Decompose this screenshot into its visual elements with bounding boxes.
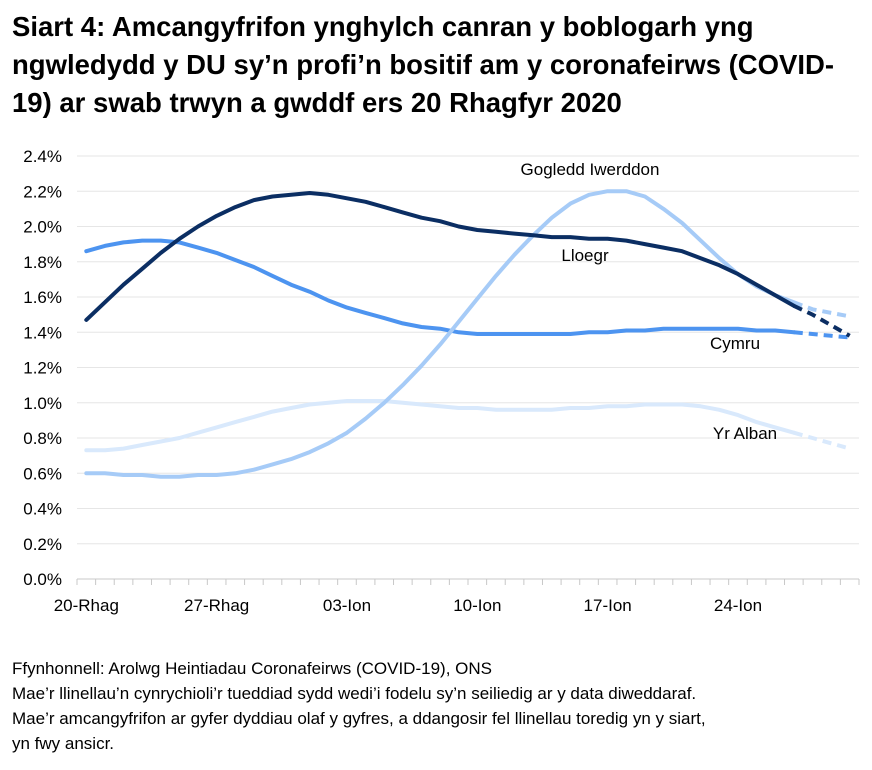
y-tick-label: 1.4% [23,323,62,342]
series-label-gogledd-iwerddon: Gogledd Iwerddon [521,160,660,179]
line-chart: 0.0% 0.2% 0.4% 0.6% 0.8% 1.0% 1.2% 1.4% 1.6% 1.8%… [23,147,860,615]
series-dashed-lloegr [792,303,851,338]
series-dashed-cymru [793,330,850,340]
note-line-2: Mae’r amcangyfrifon ar gyfer dyddiau ola… [12,709,706,728]
series-label-yr-alban: Yr Alban [713,424,777,443]
x-tick-label: 03-Ion [323,596,371,615]
series-dashed-gogledd-iwerddon [793,300,851,319]
y-tick-label: 2.0% [23,218,62,237]
x-tick-label: 17-Ion [584,596,632,615]
series-line-gogledd-iwerddon [84,189,796,479]
y-tick-label: 0.2% [23,535,62,554]
series-label-cymru: Cymru [710,334,760,353]
note-line-3: yn fwy ansicr. [12,734,115,753]
source-note: Ffynhonnell: Arolwg Heintiadau Coronafei… [12,659,492,678]
y-tick-label: 2.2% [23,182,62,201]
y-tick-label: 0.8% [23,429,62,448]
y-tick-label: 2.4% [23,147,62,166]
y-tick-label: 0.0% [23,570,62,589]
series-label-lloegr: Lloegr [561,246,609,265]
chart-title: Siart 4: Amcangyfrifon ynghylch canran y… [12,11,835,118]
series-line-cymru [84,238,796,336]
y-tick-label: 0.4% [23,500,62,519]
chart-notes: Ffynhonnell: Arolwg Heintiadau Coronafei… [12,656,706,756]
y-tick-label: 1.2% [23,359,62,378]
x-tick-label: 20-Rhag [54,596,119,615]
y-tick-label: 0.6% [23,464,62,483]
x-tick-label: 27-Rhag [184,596,249,615]
note-line-1: Mae’r llinellau’n cynrychioli’r tueddiad… [12,684,697,703]
y-tick-label: 1.6% [23,288,62,307]
series-line-lloegr [84,191,796,322]
series-line-yr-alban [84,399,796,453]
series-dashed-yr-alban [793,430,851,451]
y-tick-label: 1.8% [23,253,62,272]
x-tick-label: 24-Ion [714,596,762,615]
x-tick-label: 10-Ion [453,596,501,615]
y-tick-label: 1.0% [23,394,62,413]
